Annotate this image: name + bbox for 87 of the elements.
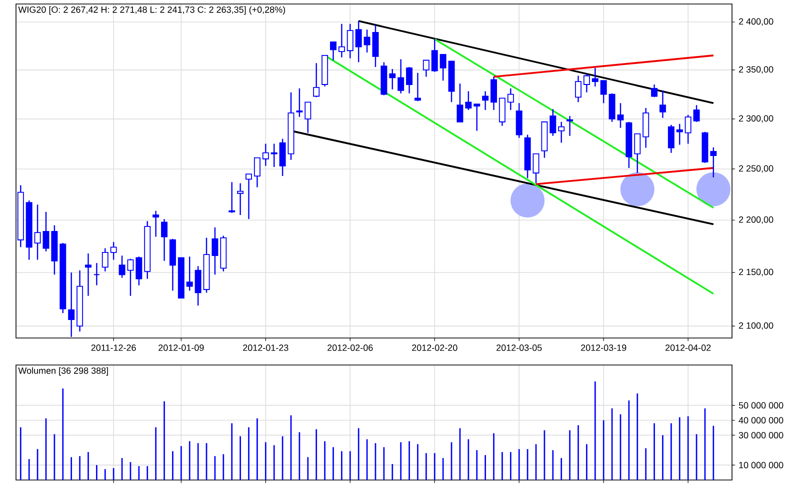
candlestick <box>507 88 514 111</box>
y-tick-label: 40 000 000 <box>738 417 784 424</box>
candlestick <box>422 60 430 78</box>
x-tick-label: 2012-01-09 <box>158 344 204 351</box>
y-tick-label: 50 000 000 <box>738 402 784 409</box>
chart-title: WIG20 [O: 2 267,42 H: 2 271,48 L: 2 241,73 C: 2 263,35] (+0,28%) <box>18 6 286 15</box>
y-tick-label: 2 200,00 <box>738 216 774 224</box>
candlestick <box>583 73 590 93</box>
candlestick <box>524 134 531 179</box>
candlestick <box>186 256 193 292</box>
candlestick <box>262 143 269 166</box>
y-tick-label: 2 400,00 <box>738 18 774 26</box>
candlestick <box>228 182 236 214</box>
candlestick <box>456 82 464 122</box>
candlestick <box>659 90 666 118</box>
candlestick <box>355 20 362 63</box>
chart-title: Wolumen [36 298 388] <box>18 367 108 376</box>
candlestick <box>465 90 472 111</box>
y-tick-label: 2 350,00 <box>738 66 774 74</box>
candlestick <box>313 62 320 98</box>
candlestick <box>431 38 438 72</box>
candlestick <box>237 182 244 216</box>
candlestick <box>93 262 100 286</box>
candlestick <box>76 270 84 332</box>
candlestick <box>676 123 683 146</box>
candlestick <box>414 72 421 102</box>
candlestick <box>304 102 312 134</box>
candlestick <box>338 23 345 58</box>
candlestick <box>322 54 328 88</box>
candlestick <box>592 67 598 88</box>
candlestick <box>516 102 522 138</box>
candlestick <box>169 238 176 292</box>
candlestick <box>668 124 674 154</box>
candlestick <box>634 133 641 174</box>
y-tick-label: 2 250,00 <box>738 165 774 173</box>
x-tick-label: 2011-12-26 <box>91 344 136 351</box>
candlestick <box>254 157 260 188</box>
candlestick <box>26 200 32 260</box>
candlestick <box>498 98 506 126</box>
candlestick <box>330 42 336 61</box>
x-tick-label: 2012-03-05 <box>496 344 542 351</box>
candlestick <box>17 184 24 248</box>
candlestick <box>270 143 278 168</box>
candlestick <box>346 23 354 59</box>
candlestick <box>626 121 632 169</box>
candlestick <box>34 204 41 260</box>
candlestick <box>68 272 75 338</box>
candlestick <box>651 84 658 98</box>
candlestick <box>194 266 202 306</box>
x-tick-label: 2012-04-02 <box>666 344 711 351</box>
candlestick <box>684 114 692 144</box>
y-tick-label: 2 150,00 <box>738 268 774 276</box>
y-tick-label: 10 000 000 <box>739 462 784 468</box>
candlestick <box>575 75 582 103</box>
candlestick <box>566 115 574 136</box>
candlestick <box>406 66 413 94</box>
candlestick <box>42 211 50 252</box>
candlestick <box>389 68 396 90</box>
candlestick <box>482 90 489 111</box>
candlestick <box>152 210 160 238</box>
candlestick <box>490 76 497 111</box>
x-tick-label: 2012-02-06 <box>328 344 373 351</box>
candlestick <box>296 88 303 118</box>
candlestick <box>110 241 117 260</box>
x-tick-label: 2012-02-20 <box>412 344 458 351</box>
candlestick <box>558 121 565 144</box>
candlestick <box>398 58 404 94</box>
candlestick <box>246 174 252 220</box>
candlestick <box>448 60 455 103</box>
candlestick <box>288 92 294 160</box>
candlestick <box>642 107 650 148</box>
x-tick-label: 2012-03-19 <box>581 344 626 351</box>
candlestick <box>550 108 556 136</box>
candlestick <box>279 138 286 177</box>
candlestick <box>84 252 92 297</box>
candlestick <box>440 54 446 82</box>
x-tick-label: 2012-01-23 <box>243 344 288 351</box>
candlestick <box>51 224 58 276</box>
y-tick-label: 2 100,00 <box>738 322 774 330</box>
candlestick <box>161 218 168 262</box>
candlestick <box>144 220 151 280</box>
candlestick <box>710 146 717 178</box>
candlestick <box>532 153 540 184</box>
candlestick <box>474 104 480 132</box>
y-tick-label: 30 000 000 <box>738 432 784 438</box>
y-tick-label: 2 300,00 <box>738 115 774 123</box>
candlestick <box>617 102 624 128</box>
